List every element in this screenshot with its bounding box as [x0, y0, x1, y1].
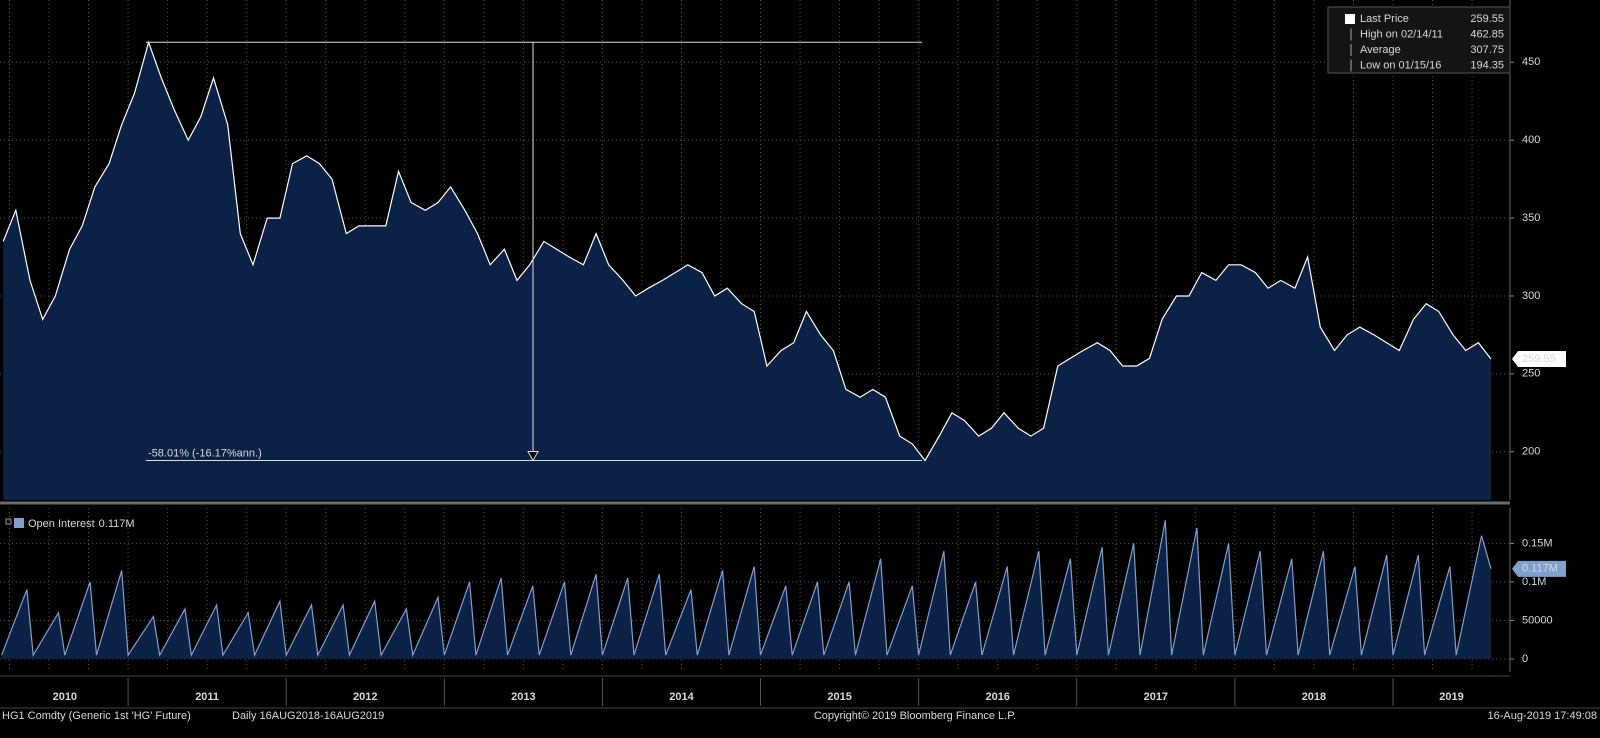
- measure-label: -58.01% (-16.17%ann.): [148, 447, 262, 459]
- y-tick-label: 50000: [1522, 614, 1553, 626]
- y-tick-label: 250: [1522, 368, 1540, 380]
- x-tick-label: 2019: [1439, 691, 1463, 703]
- legend-value: 307.75: [1470, 44, 1504, 56]
- series-line: [1, 520, 1492, 658]
- series-area: [3, 42, 1492, 501]
- x-tick-label: 2010: [53, 691, 77, 703]
- x-tick-label: 2016: [985, 691, 1009, 703]
- y-tick-label: 0.1M: [1522, 576, 1546, 588]
- x-tick-label: 2015: [827, 691, 851, 703]
- y-tick-label: 350: [1522, 212, 1540, 224]
- legend-value: 194.35: [1470, 59, 1504, 71]
- x-tick-label: 2013: [511, 691, 535, 703]
- y-tick-label: 450: [1522, 56, 1540, 68]
- y-tick-label: 200: [1522, 446, 1540, 458]
- legend-value: 259.55: [1470, 13, 1504, 25]
- x-tick-label: 2012: [353, 691, 377, 703]
- legend-label: Average: [1360, 44, 1401, 56]
- x-tick-label: 2018: [1302, 691, 1326, 703]
- footer-timestamp: 16-Aug-2019 17:49:08: [1488, 710, 1597, 722]
- series-line: [2, 40, 1492, 462]
- legend-swatch: [14, 518, 24, 528]
- legend-swatch: [1345, 14, 1355, 24]
- legend-label: High on 02/14/11: [1360, 28, 1443, 40]
- last-price-value: 259.55: [1522, 353, 1556, 365]
- last-price-tag: [1512, 350, 1566, 367]
- footer-period: Daily 16AUG2018-16AUG2019: [232, 710, 384, 722]
- series-area: [1, 520, 1492, 659]
- y-tick-label: 0.15M: [1522, 537, 1553, 549]
- y-tick-label: 400: [1522, 134, 1540, 146]
- legend-checkbox: [5, 518, 12, 525]
- measure-arrowhead: [527, 451, 539, 462]
- legend-entry: Open Interest 0.117M: [28, 518, 135, 530]
- legend-label: Last Price: [1360, 13, 1409, 25]
- last-value-label: 0.117M: [1522, 563, 1558, 575]
- legend-label: Low on 01/15/16: [1360, 59, 1441, 71]
- legend-label: Open Interest: [28, 518, 95, 530]
- legend-value: 0.117M: [99, 518, 135, 530]
- y-tick-label: 0: [1522, 653, 1528, 665]
- legend-box: [1327, 6, 1511, 74]
- x-tick-label: 2014: [669, 691, 694, 703]
- y-tick-label: 300: [1522, 290, 1540, 302]
- legend-value: 462.85: [1470, 28, 1504, 40]
- x-tick-label: 2017: [1144, 691, 1168, 703]
- x-tick-label: 2011: [195, 691, 219, 703]
- footer-security: HG1 Comdty (Generic 1st 'HG' Future): [2, 710, 191, 722]
- last-value-tag: [1512, 560, 1566, 577]
- footer-copyright: Copyright© 2019 Bloomberg Finance L.P.: [814, 710, 1016, 722]
